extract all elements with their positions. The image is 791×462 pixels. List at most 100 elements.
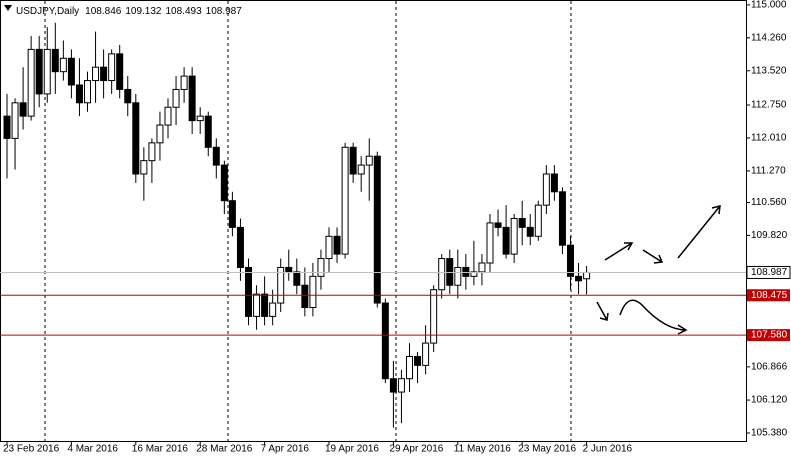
candle-body [317,258,325,277]
candle-body [35,48,43,95]
plot-frame [0,0,747,442]
price-label-box [746,265,791,279]
y-tick-label: 109.820 [751,230,788,241]
candle-body [164,106,172,126]
candle-body [92,66,100,82]
candle-body [124,88,132,104]
candle-body [132,102,140,175]
candle-body [245,266,252,317]
candle-body [293,271,301,286]
candle-body [116,53,124,90]
candle-body [526,226,534,237]
candle-body [148,142,156,162]
candle-body [172,88,180,108]
candle-body [583,271,591,280]
x-tick-label: 11 May 2016 [454,444,512,455]
candle-body [446,258,454,286]
candle-body [11,102,19,139]
candle-body [558,191,566,246]
price-label: 108.987 [751,267,788,278]
arrow [604,242,634,261]
candle-body [285,266,293,273]
arrow [677,205,721,259]
level-label-box [747,289,790,302]
level-label-box [747,329,790,342]
candle-body [261,293,269,317]
y-tick-label: 106.866 [751,362,788,373]
x-tick-label: 19 Apr 2016 [325,444,379,455]
x-tick-label: 4 Mar 2016 [67,444,118,455]
candle-body [27,48,35,117]
candle-body [269,302,277,317]
candle-body [414,355,422,366]
y-tick-label: 115.000 [751,0,787,11]
candle-body [534,204,542,237]
candle-body [341,146,349,255]
candle-body [510,217,518,255]
candle-body [156,124,164,144]
candle-body [397,378,405,393]
last-open: 108.846 [85,6,122,17]
candle-body [518,217,526,228]
x-tick-label: 29 Apr 2016 [389,444,443,455]
y-tick-label: 112.010 [751,133,787,144]
y-tick-label: 112.750 [751,100,787,111]
candle-body [43,48,51,95]
candle-body [567,244,574,277]
candle-body [100,66,108,82]
candle-body [3,115,11,139]
y-tick-label: 114.260 [751,32,787,43]
candle-body [75,84,83,104]
last-high: 109.132 [125,6,162,17]
candle-body [422,342,430,366]
candle-body [478,262,486,273]
candle-body [389,378,397,393]
last-low: 108.493 [165,6,202,17]
symbol: USDJPY,Daily [16,6,79,17]
candle-body [502,226,510,255]
candle-body [349,146,357,175]
candle-body [180,75,188,90]
candle-body [373,155,381,304]
x-tick-label: 2 Jun 2016 [583,444,633,455]
candle-body [204,115,212,148]
last-close: 108.987 [206,6,243,17]
candle-body [301,284,309,308]
level-label: 107.580 [751,330,788,341]
forecast-arrows [596,205,721,335]
candle-body [67,57,75,86]
y-tick-label: 105.380 [751,428,788,439]
candle-body [430,289,438,344]
candle-body [486,222,494,264]
arrow [596,301,609,321]
candle-body [406,355,413,380]
candle-body [196,115,204,122]
candle-body [277,266,285,304]
y-tick-label: 113.520 [751,65,787,76]
candle-body [19,102,27,117]
candle-body [140,160,148,175]
candle-body [575,275,583,282]
x-tick-label: 7 Apr 2016 [261,444,310,455]
candle-body [108,53,116,82]
candle-body [59,57,67,73]
candle-body [470,271,478,277]
candle-body [333,235,341,255]
chart-title: USDJPY,Daily 108.846 109.132 108.493 108.987 [16,6,242,17]
candle-body [325,235,333,260]
candle-body [357,164,365,175]
x-tick-label: 16 Mar 2016 [132,444,189,455]
y-tick-label: 110.560 [751,197,787,208]
candle-body [220,164,228,202]
x-tick-label: 23 May 2016 [518,444,576,455]
candle-body [309,275,317,308]
x-tick-label: 23 Feb 2016 [3,444,60,455]
candle-body [253,293,261,317]
candle-body [542,173,550,206]
level-label: 108.475 [751,290,788,301]
candle-body [365,155,373,166]
candle-body [236,226,244,268]
title-arrow [4,5,12,11]
candle-body [438,258,446,291]
